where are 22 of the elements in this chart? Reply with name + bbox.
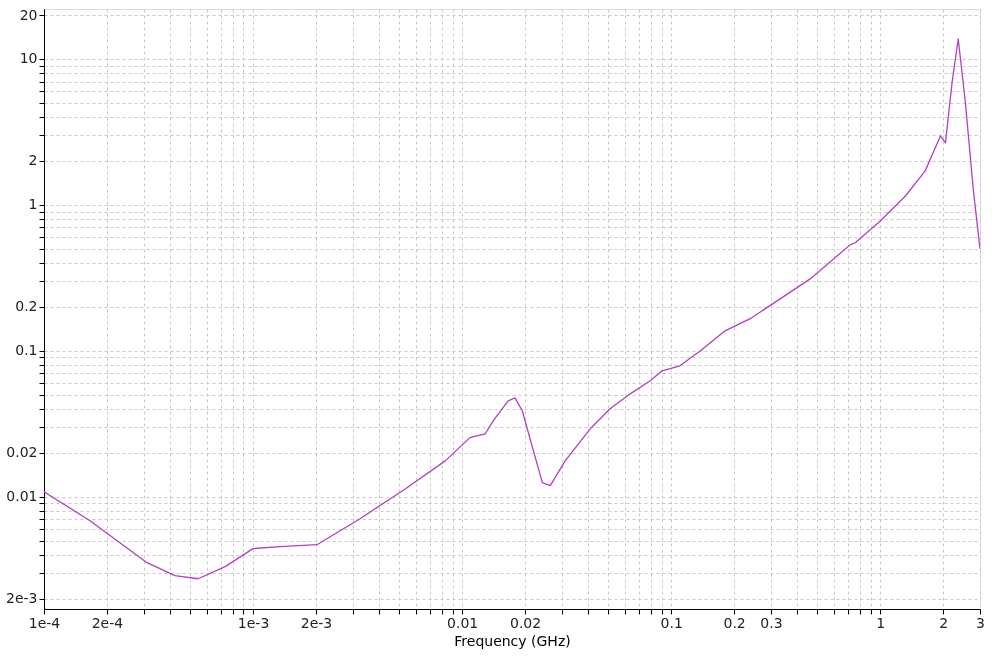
y-tick-label: 20	[19, 6, 38, 23]
x-tick-label: 3	[976, 614, 985, 631]
y-tick-label: 0.2	[15, 298, 38, 315]
x-tick-label: 1e-3	[237, 614, 270, 631]
x-tick-label: 2	[939, 614, 949, 631]
y-tick-label: 2	[28, 152, 38, 169]
x-tick-label: 0.2	[723, 614, 746, 631]
x-tick-label: 2e-4	[91, 614, 124, 631]
x-axis-title: Frequency (GHz)	[454, 632, 571, 649]
y-tick-label: 0.01	[6, 488, 38, 505]
y-tick-label: 2e-3	[6, 590, 38, 607]
x-tick-label: 0.1	[660, 614, 683, 631]
x-tick-label: 0.3	[760, 614, 783, 631]
x-tick-label: 0.01	[447, 614, 479, 631]
x-tick-label: 0.02	[509, 614, 542, 631]
x-tick-label: 1e-4	[28, 614, 61, 631]
y-tick-label: 10	[19, 50, 38, 67]
x-tick-label: 1	[876, 614, 886, 631]
y-tick-label: 1	[28, 196, 38, 213]
y-tick-label: 0.02	[6, 444, 38, 461]
y-tick-label: 0.1	[15, 342, 38, 359]
x-tick-label: 2e-3	[300, 614, 333, 631]
